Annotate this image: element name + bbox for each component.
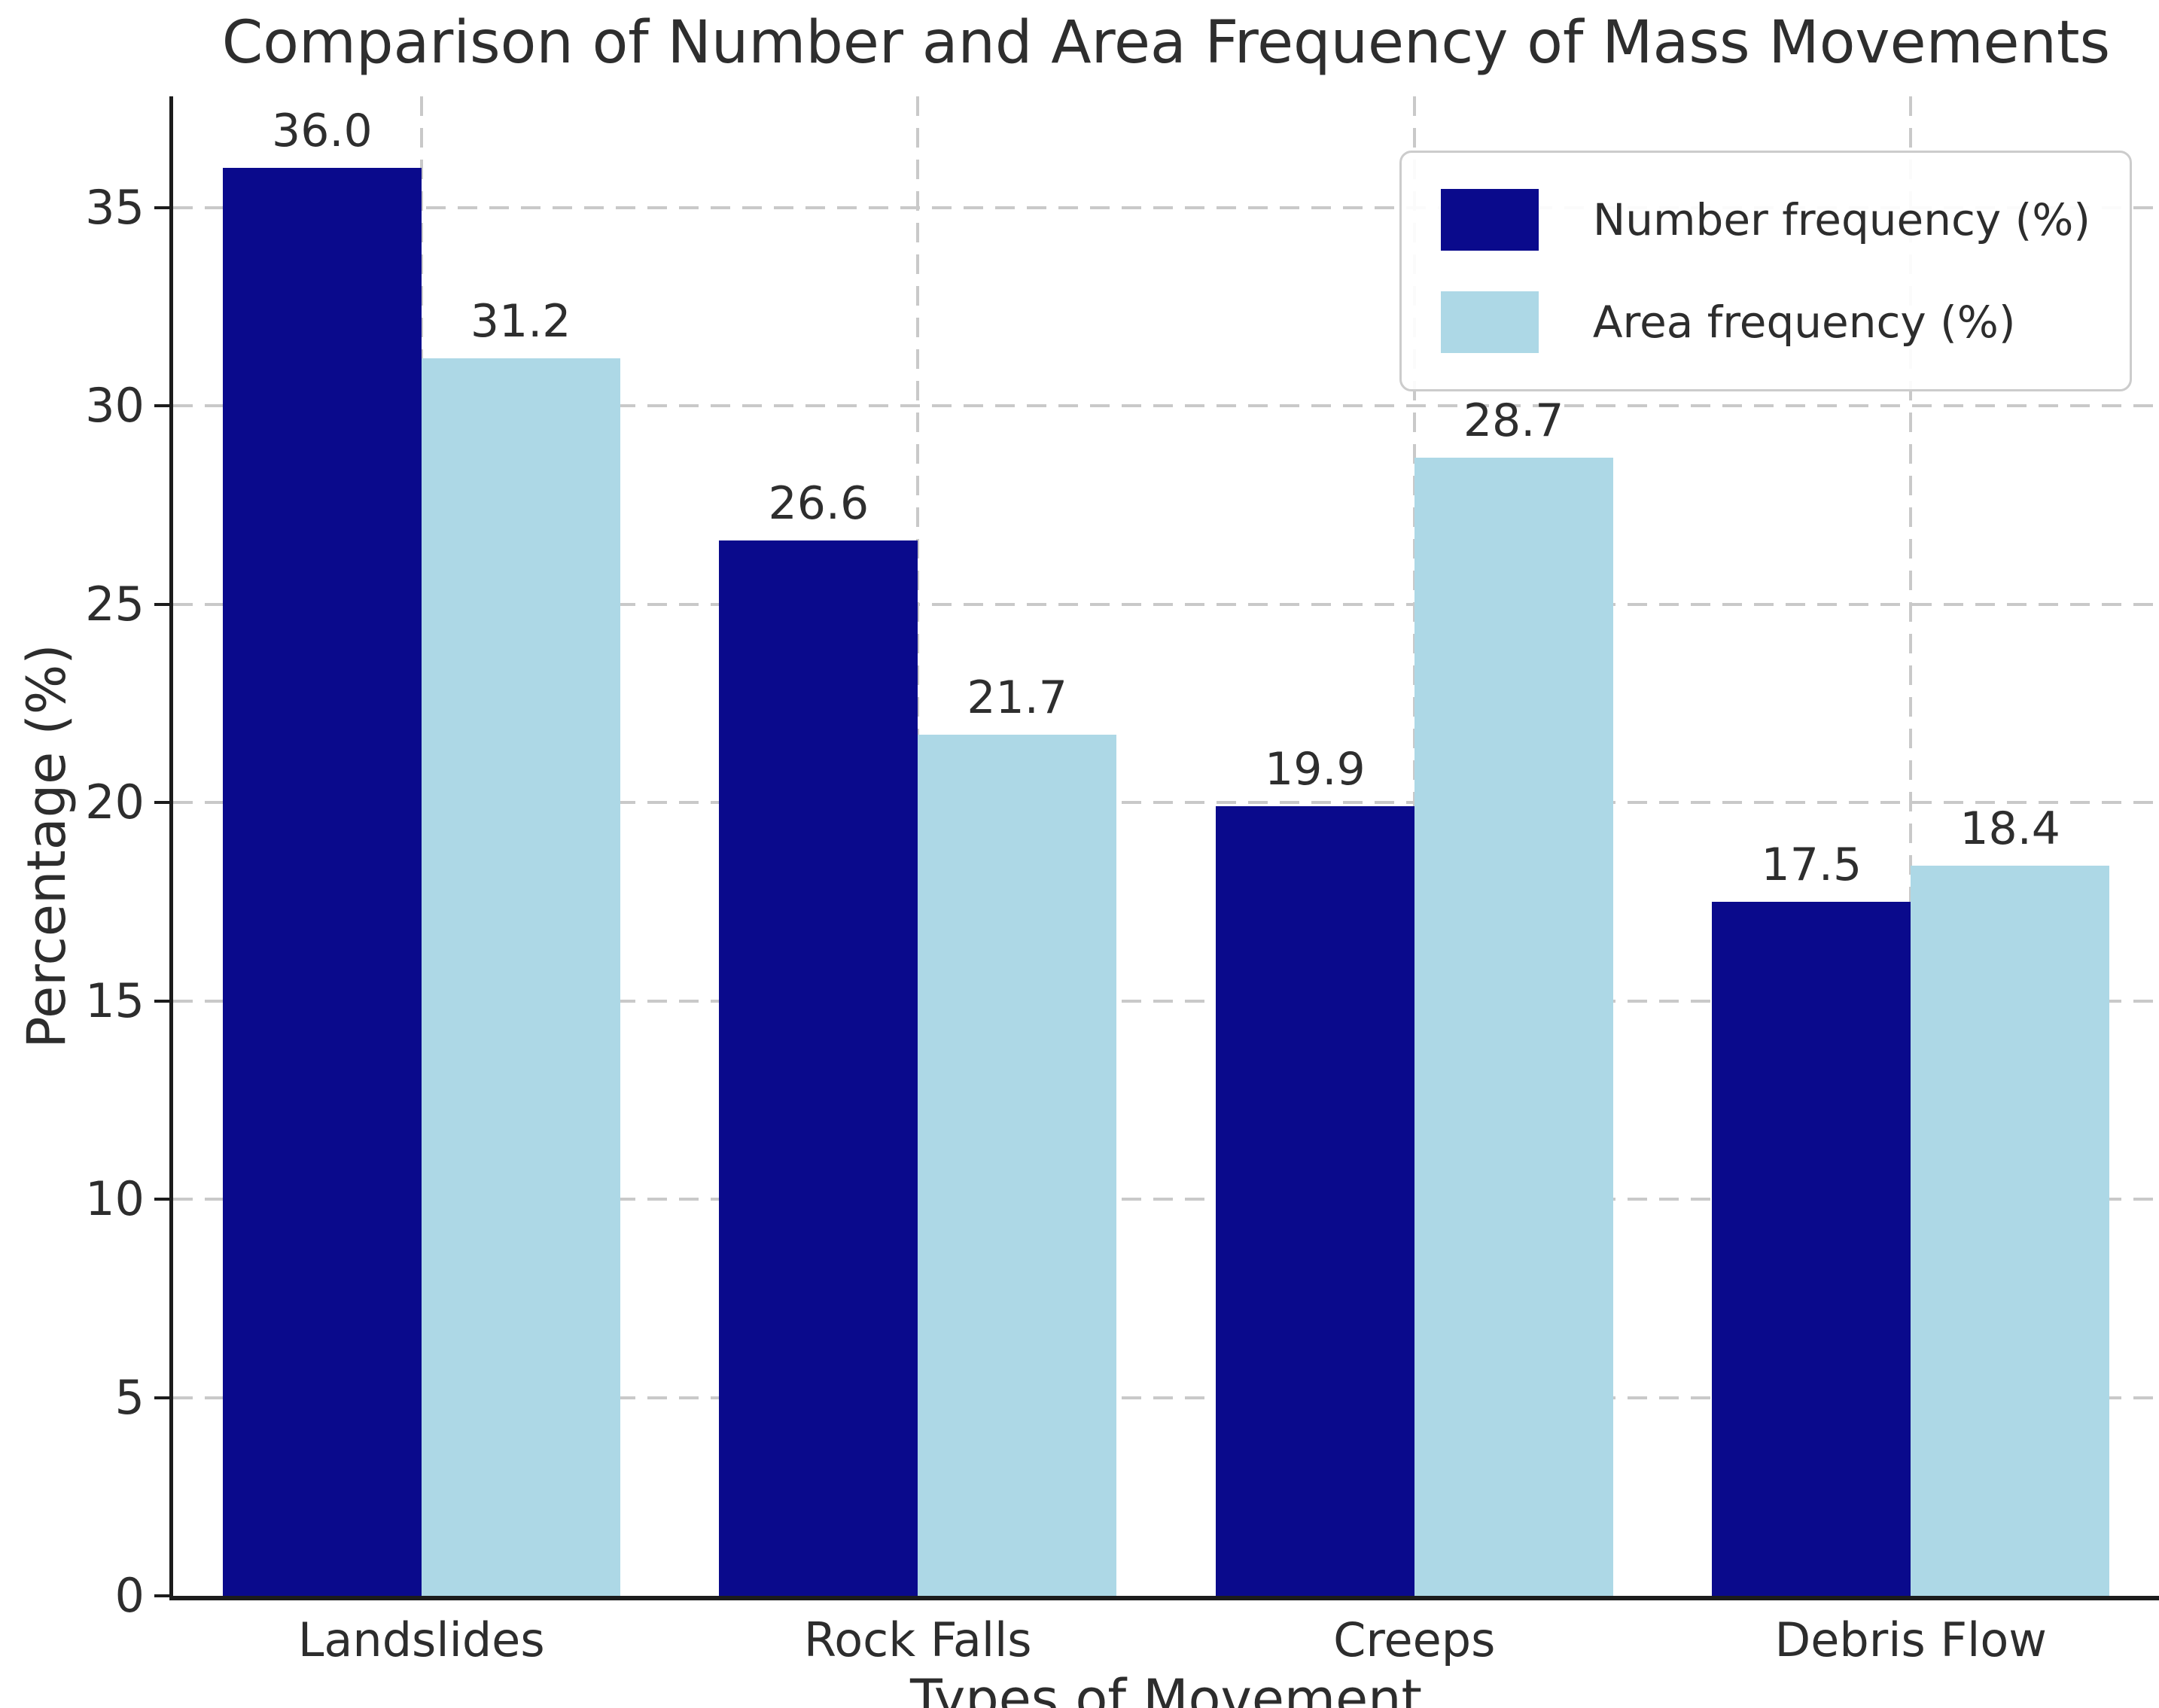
bar-creeps-number-frequency — [1215, 806, 1414, 1596]
legend-item: Number frequency (%) — [1440, 189, 2090, 251]
y-gridline — [173, 999, 2159, 1003]
bar-value-label: 19.9 — [1265, 743, 1366, 796]
y-tick-mark — [154, 1198, 169, 1201]
y-tick-label: 30 — [85, 378, 145, 434]
legend: Number frequency (%) Area frequency (%) — [1399, 151, 2132, 391]
y-tick-label: 20 — [85, 775, 145, 830]
y-gridline — [173, 1198, 2159, 1201]
chart-title: Comparison of Number and Area Frequency … — [221, 9, 2111, 77]
y-tick-mark — [154, 999, 169, 1003]
plot-area: Percentage (%) Types of Movement Number … — [16, 96, 2159, 1708]
bar-landslides-area-frequency — [421, 358, 620, 1596]
legend-swatch-area-frequency — [1440, 291, 1539, 353]
legend-swatch-number-frequency — [1440, 189, 1539, 251]
y-tick-mark — [154, 1594, 169, 1597]
y-gridline — [173, 1396, 2159, 1399]
y-tick-label: 10 — [85, 1171, 145, 1227]
y-tick-label: 5 — [114, 1369, 145, 1425]
y-gridline — [173, 602, 2159, 606]
y-axis-spine — [169, 96, 173, 1596]
x-tick-label-debris-flow: Debris Flow — [1774, 1612, 2048, 1667]
y-tick-label: 35 — [85, 179, 145, 235]
y-tick-mark — [154, 404, 169, 408]
bar-rock-falls-number-frequency — [719, 540, 918, 1596]
legend-label: Number frequency (%) — [1592, 194, 2090, 245]
y-gridline — [173, 801, 2159, 805]
bar-value-label: 21.7 — [967, 671, 1067, 725]
bar-rock-falls-area-frequency — [918, 735, 1117, 1596]
y-tick-mark — [154, 206, 169, 209]
bar-value-label: 18.4 — [1960, 802, 2060, 856]
x-tick-label-rock-falls: Rock Falls — [803, 1612, 1032, 1667]
bar-value-label: 17.5 — [1761, 838, 1862, 891]
bar-debris-flow-number-frequency — [1712, 901, 1911, 1596]
bar-debris-flow-area-frequency — [1911, 866, 2110, 1596]
y-tick-label: 15 — [85, 973, 145, 1028]
bar-value-label: 28.7 — [1463, 394, 1564, 447]
x-axis-label: Types of Movement — [909, 1668, 1423, 1708]
y-tick-mark — [154, 602, 169, 606]
bar-value-label: 26.6 — [768, 477, 869, 531]
bar-value-label: 31.2 — [470, 294, 571, 348]
y-tick-label: 0 — [114, 1568, 145, 1623]
x-tick-label-creeps: Creeps — [1333, 1612, 1496, 1667]
x-tick-label-landslides: Landslides — [297, 1612, 545, 1667]
legend-label: Area frequency (%) — [1592, 297, 2016, 348]
x-axis-spine — [169, 1596, 2159, 1600]
legend-item: Area frequency (%) — [1440, 291, 2090, 353]
y-gridline — [173, 404, 2159, 408]
y-axis-label: Percentage (%) — [16, 644, 78, 1049]
x-gridline — [1909, 96, 1913, 1596]
y-tick-label: 25 — [85, 576, 145, 632]
y-tick-mark — [154, 1396, 169, 1399]
bar-value-label: 36.0 — [272, 104, 373, 157]
y-gridline — [173, 206, 2159, 209]
bar-creeps-area-frequency — [1414, 457, 1613, 1596]
y-tick-mark — [154, 801, 169, 805]
bar-landslides-number-frequency — [222, 167, 422, 1596]
